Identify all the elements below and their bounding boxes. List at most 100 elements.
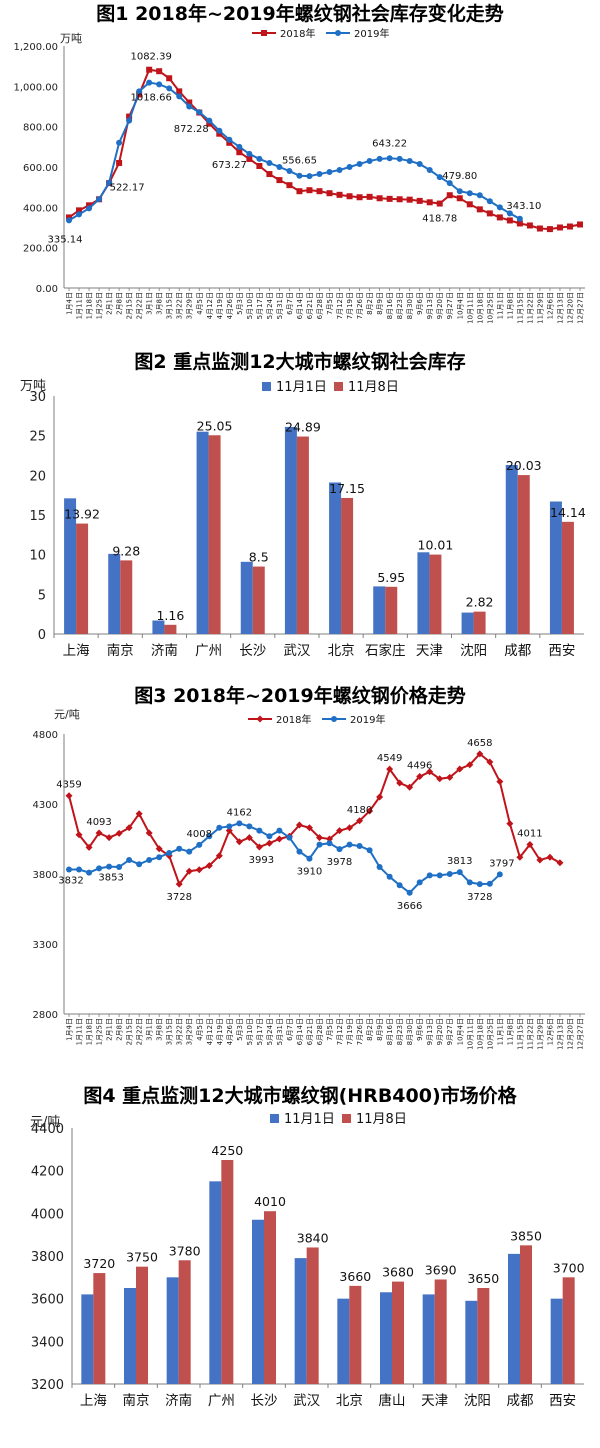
category-label: 唐山 bbox=[379, 1392, 406, 1409]
x-tick-label: 3月8日 bbox=[156, 1018, 164, 1041]
data-point bbox=[476, 750, 484, 758]
data-point bbox=[406, 196, 413, 203]
legend-marker bbox=[335, 30, 341, 36]
data-point bbox=[166, 75, 173, 82]
data-point bbox=[286, 834, 293, 841]
category-label: 武汉 bbox=[293, 1393, 320, 1409]
y-tick-label: 4000 bbox=[31, 1207, 64, 1222]
series-line-1 bbox=[69, 822, 501, 895]
category-label: 南京 bbox=[107, 643, 134, 659]
data-point bbox=[186, 848, 193, 855]
data-point bbox=[446, 773, 454, 781]
x-tick-label: 9月20日 bbox=[436, 292, 444, 319]
data-label: 3728 bbox=[166, 892, 191, 903]
bar-series-a bbox=[294, 1258, 307, 1384]
data-point bbox=[66, 217, 73, 224]
x-tick-label: 2月1日 bbox=[106, 292, 114, 315]
bar-series-b bbox=[385, 586, 398, 634]
bar-series-a bbox=[209, 1181, 222, 1384]
bar-value-label: 9.28 bbox=[112, 543, 140, 558]
data-point bbox=[126, 117, 133, 124]
data-label: 3853 bbox=[98, 873, 123, 884]
bar-series-a bbox=[373, 586, 386, 634]
y-axis-unit: 万吨 bbox=[60, 32, 82, 45]
y-tick-label: 2800 bbox=[33, 1010, 58, 1021]
data-point bbox=[116, 864, 123, 870]
legend-marker bbox=[261, 30, 267, 36]
bar-series-a bbox=[461, 612, 474, 634]
x-tick-label: 5月24日 bbox=[266, 1018, 274, 1045]
bar-value-label: 5.95 bbox=[377, 570, 405, 585]
data-point bbox=[486, 198, 493, 205]
data-point bbox=[75, 831, 83, 839]
data-point bbox=[326, 190, 333, 197]
data-point bbox=[406, 783, 414, 791]
y-tick-label: 3300 bbox=[33, 940, 58, 951]
data-point bbox=[186, 103, 193, 110]
x-tick-label: 2月22日 bbox=[136, 1018, 144, 1045]
data-point bbox=[396, 779, 404, 787]
bar-series-a bbox=[380, 1292, 392, 1384]
y-tick-label: 200.00 bbox=[23, 244, 58, 255]
x-tick-label: 9月27日 bbox=[446, 1018, 454, 1045]
chart-city-inventory: 图2 重点监测12大城市螺纹钢社会库存 万吨 0 5 10 15 20 25 30 上海 13.92… bbox=[0, 340, 600, 678]
x-tick-label: 2月15日 bbox=[126, 1018, 134, 1045]
data-point bbox=[376, 793, 384, 801]
x-tick-label: 4月19日 bbox=[216, 1018, 224, 1045]
legend-swatch-1 bbox=[334, 382, 343, 391]
data-point bbox=[496, 778, 504, 786]
bar-value-label: 3750 bbox=[126, 1250, 158, 1265]
series-line-1 bbox=[68, 81, 521, 222]
data-point bbox=[116, 159, 123, 166]
category-label: 广州 bbox=[195, 643, 222, 659]
category-label: 天津 bbox=[416, 643, 443, 659]
data-label: 3813 bbox=[447, 856, 472, 867]
bar-series-a bbox=[64, 498, 77, 634]
bar-series-b bbox=[349, 1285, 362, 1384]
x-tick-label: 7月19日 bbox=[346, 292, 354, 319]
data-point bbox=[516, 215, 523, 222]
bar-series-b bbox=[296, 436, 309, 634]
data-point bbox=[386, 765, 394, 773]
data-point bbox=[336, 191, 343, 198]
data-label: 3797 bbox=[489, 858, 514, 869]
x-tick-label: 12月20日 bbox=[566, 292, 574, 324]
legend-label: 11月8日 bbox=[356, 1112, 407, 1127]
bar-series-a bbox=[505, 465, 518, 634]
bar-value-label: 3660 bbox=[339, 1269, 371, 1284]
data-label: 673.27 bbox=[212, 160, 247, 171]
data-point bbox=[436, 200, 443, 207]
x-tick-label: 12月13日 bbox=[556, 1018, 564, 1050]
category-label: 长沙 bbox=[251, 1393, 278, 1409]
data-point bbox=[66, 866, 73, 873]
data-point bbox=[506, 820, 514, 828]
bar-value-label: 3720 bbox=[83, 1256, 115, 1271]
data-point bbox=[316, 841, 323, 848]
bar-series-b bbox=[392, 1281, 404, 1384]
data-point bbox=[236, 820, 243, 827]
category-label: 西安 bbox=[548, 643, 575, 659]
bar-value-label: 3650 bbox=[467, 1271, 499, 1286]
bar-series-a bbox=[508, 1253, 520, 1384]
data-point bbox=[346, 824, 354, 832]
data-point bbox=[65, 792, 73, 800]
x-tick-label: 8月16日 bbox=[386, 1018, 394, 1045]
x-tick-label: 8月23日 bbox=[396, 292, 404, 319]
x-tick-label: 1月11日 bbox=[76, 292, 84, 319]
x-tick-label: 12月13日 bbox=[556, 292, 564, 324]
y-tick-label: 3800 bbox=[33, 870, 58, 881]
data-point bbox=[146, 857, 153, 863]
category-label: 天津 bbox=[421, 1393, 448, 1409]
x-tick-label: 2月8日 bbox=[116, 292, 124, 315]
x-tick-label: 1月4日 bbox=[66, 1018, 74, 1041]
data-point bbox=[486, 210, 493, 217]
chart-city-price: 图4 重点监测12大城市螺纹钢(HRB400)市场价格 元/吨 3200 3400 36… bbox=[0, 1078, 600, 1448]
x-tick-label: 10月4日 bbox=[456, 1018, 464, 1045]
y-tick-label: 1,200.00 bbox=[13, 42, 58, 53]
category-label: 南京 bbox=[123, 1393, 150, 1409]
data-point bbox=[266, 159, 273, 166]
data-point bbox=[106, 179, 113, 186]
bar-series-a bbox=[124, 1288, 136, 1384]
x-tick-label: 11月8日 bbox=[506, 292, 514, 319]
x-tick-label: 6月14日 bbox=[296, 292, 304, 319]
